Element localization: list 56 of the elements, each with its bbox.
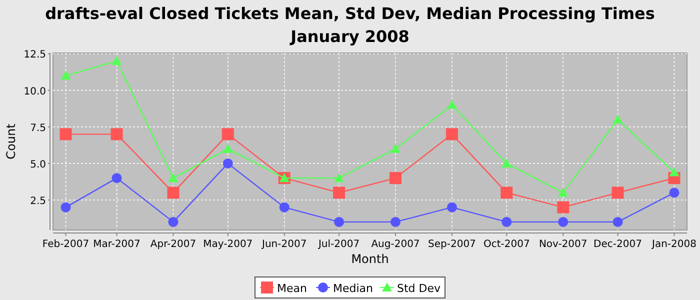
x-tick-label: Aug-2007 [371, 239, 420, 250]
point [500, 186, 513, 199]
point [390, 144, 401, 153]
point [168, 173, 178, 182]
point [222, 158, 233, 168]
x-tick-label: May-2007 [203, 239, 253, 250]
x-tick-label: Nov-2007 [538, 239, 588, 250]
legend-label: Mean [277, 282, 307, 295]
point [334, 216, 344, 227]
y-tick-label: 7.5 [30, 122, 46, 134]
point [446, 128, 458, 140]
x-tick-label: Oct-2007 [483, 239, 530, 250]
chart-title: drafts-eval Closed Tickets Mean, Std Dev, Median Processing Times January 2008 [45, 4, 655, 46]
point [612, 186, 624, 199]
point [168, 216, 178, 227]
point [60, 70, 71, 80]
point [558, 216, 568, 227]
point [612, 216, 623, 227]
y-tick-label: 12.5 [24, 50, 46, 61]
point [502, 158, 512, 168]
x-tick-label: Dec-2007 [594, 239, 642, 250]
x-tick-label: Sep-2007 [428, 239, 476, 250]
point [60, 128, 72, 140]
point [558, 188, 568, 197]
point [669, 167, 680, 176]
x-tick-label: Apr-2007 [150, 239, 196, 250]
x-axis-title: Month [351, 252, 389, 266]
point [446, 202, 457, 212]
point [502, 216, 512, 227]
y-tick-label: 2.5 [30, 196, 46, 208]
x-tick-label: Jul-2007 [317, 239, 360, 250]
point [112, 56, 122, 66]
point [167, 186, 180, 199]
point [669, 188, 680, 198]
y-axis-title: Count [4, 123, 18, 160]
x-tick-label: Mar-2007 [93, 239, 140, 250]
y-tick-label: 5.0 [30, 159, 46, 170]
point [333, 186, 346, 199]
point [60, 202, 71, 212]
point [110, 128, 123, 140]
point [557, 201, 570, 214]
point [112, 173, 122, 184]
legend-label: Median [333, 282, 374, 295]
x-tick-label: Jun-2007 [261, 239, 307, 250]
y-tick-label: 10.0 [24, 86, 46, 98]
point [334, 173, 344, 182]
point [446, 100, 457, 109]
point [279, 202, 290, 212]
x-tick-label: Jan-2008 [651, 239, 696, 250]
point [612, 114, 623, 124]
point [390, 216, 401, 227]
x-tick-label: Feb-2007 [42, 239, 90, 250]
point [222, 128, 234, 140]
point [222, 144, 233, 153]
point [390, 172, 402, 184]
legend-label: Std Dev [397, 282, 442, 295]
